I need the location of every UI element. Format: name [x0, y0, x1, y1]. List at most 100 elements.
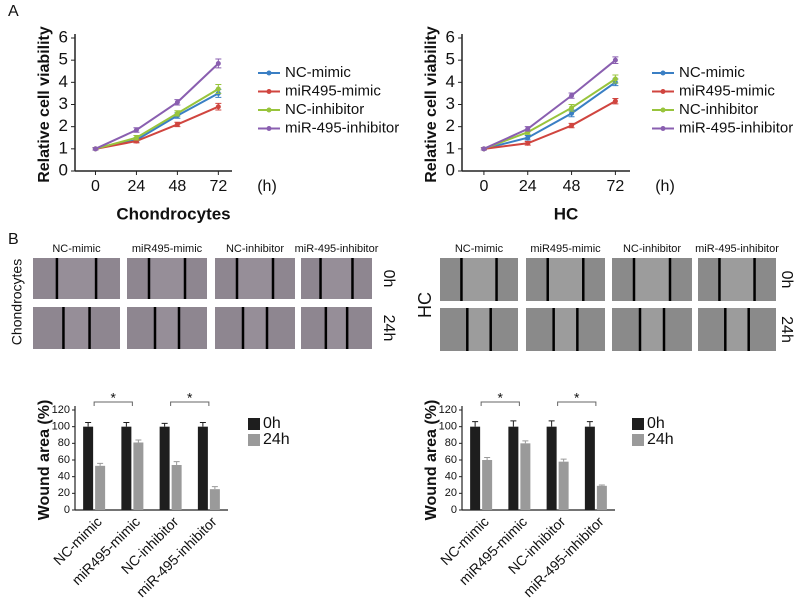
legend-label: miR-495-inhibitor	[679, 119, 793, 136]
x-tick-label: 48	[168, 178, 186, 195]
y-tick-label: 0	[59, 160, 68, 179]
wound-gap	[237, 258, 273, 299]
point	[569, 105, 575, 111]
y-label: Relative cell viability	[36, 26, 53, 183]
x-tick-label: 0	[479, 178, 488, 195]
significance-bracket	[93, 401, 133, 406]
series-line	[483, 81, 616, 150]
y-tick-label: 5	[446, 50, 455, 69]
x-unit: (h)	[257, 178, 277, 195]
y-tick-label: 80	[58, 437, 70, 449]
y-tick-label: 20	[445, 487, 457, 499]
legend-label: miR495-mimic	[285, 82, 381, 99]
x-label: HC	[554, 204, 579, 223]
bar	[121, 426, 132, 510]
bar	[133, 442, 144, 510]
legend-label: NC-inhibitor	[285, 101, 364, 118]
error-bar	[586, 421, 593, 427]
cell-type-label: Chondrocytes	[9, 259, 25, 345]
series-line	[483, 59, 617, 150]
y-tick-label: 0	[64, 504, 70, 516]
legend-marker	[266, 107, 272, 113]
panel-label: B	[8, 231, 19, 248]
bar	[596, 485, 607, 510]
legend-swatch	[632, 434, 644, 446]
x-tick-label: 72	[209, 178, 227, 195]
error-bar	[135, 439, 142, 443]
point	[612, 76, 618, 82]
wound-gap	[155, 307, 179, 349]
y-tick-label: 80	[445, 437, 457, 449]
point	[612, 57, 618, 63]
y-tick-label: 5	[59, 50, 68, 69]
error-bar	[472, 421, 479, 427]
y-tick-label: 3	[59, 94, 68, 113]
y-tick-label: 1	[59, 138, 68, 157]
wound-gap	[634, 258, 670, 301]
y-tick-label: 20	[58, 487, 70, 499]
annotation: *	[574, 390, 580, 406]
error-bar	[522, 440, 529, 444]
wound-gap	[243, 307, 267, 349]
legend-marker	[660, 70, 666, 76]
column-label: miR-495-inhibitor	[295, 243, 379, 255]
series-line	[483, 100, 616, 150]
legend-marker	[266, 126, 272, 131]
point	[174, 121, 180, 127]
y-tick-label: 0	[451, 504, 457, 516]
bar	[558, 461, 569, 510]
wound-gap	[63, 307, 90, 349]
legend-marker	[266, 89, 272, 94]
wound-gap	[547, 258, 584, 301]
point	[569, 110, 575, 116]
point	[174, 110, 180, 116]
y-tick-label: 4	[446, 72, 455, 91]
bar	[508, 426, 519, 510]
wound-gap	[149, 258, 185, 299]
error-bar	[560, 458, 567, 462]
wound-gap	[719, 258, 755, 301]
point	[174, 99, 180, 105]
column-label: NC-inhibitor	[226, 243, 284, 255]
point	[133, 135, 139, 141]
point	[215, 86, 221, 92]
point	[215, 104, 221, 110]
x-tick-label: 72	[606, 178, 624, 195]
bar	[584, 426, 595, 510]
legend-swatch	[248, 434, 260, 446]
wound-gap	[320, 258, 353, 299]
annotation: *	[111, 390, 117, 406]
column-label: miR495-mimic	[132, 243, 203, 255]
error-bar	[123, 422, 130, 427]
error-bar	[548, 420, 555, 427]
column-label: miR-495-inhibitor	[695, 243, 779, 255]
y-tick-label: 40	[58, 471, 70, 483]
legend-label: miR-495-inhibitor	[285, 119, 399, 136]
y-label: Relative cell viability	[423, 26, 440, 183]
error-bar	[97, 462, 104, 466]
y-label: Wound area (%)	[423, 400, 440, 521]
legend-marker	[266, 70, 272, 76]
y-tick-label: 60	[445, 454, 457, 466]
legend-marker	[660, 126, 666, 131]
column-label: miR495-mimic	[530, 243, 601, 255]
significance-bracket	[557, 401, 597, 406]
row-label: 24h	[778, 316, 794, 343]
legend-label: 24h	[263, 431, 290, 448]
row-label: 24h	[380, 315, 397, 342]
annotation: *	[498, 390, 504, 406]
legend-marker	[660, 107, 666, 113]
column-label: NC-inhibitor	[623, 243, 681, 255]
point	[612, 98, 618, 104]
wound-gap	[56, 258, 97, 299]
legend-swatch	[248, 418, 260, 430]
panel-label: A	[8, 3, 19, 20]
wound-gap	[461, 258, 497, 301]
wound-gap	[553, 308, 578, 351]
legend-label: 0h	[263, 415, 281, 432]
row-label: 0h	[778, 271, 794, 289]
error-bar	[598, 484, 605, 486]
error-bar	[484, 457, 491, 460]
point	[525, 140, 531, 146]
bar	[83, 426, 94, 510]
